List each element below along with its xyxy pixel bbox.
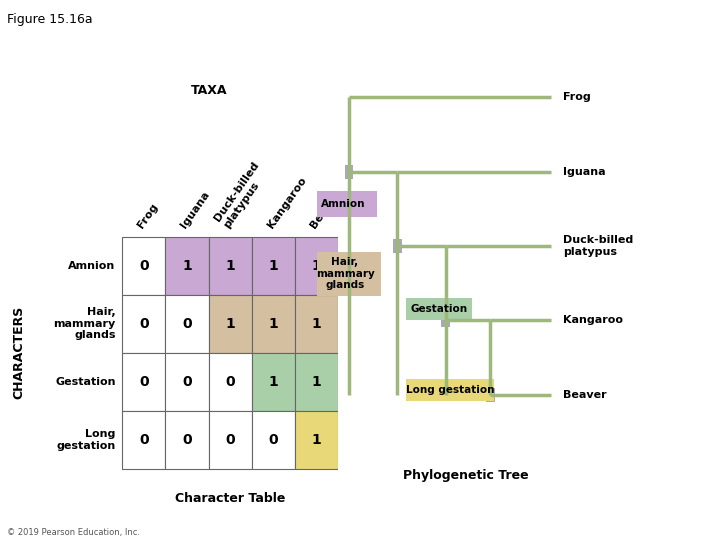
Text: 0: 0 <box>139 433 148 447</box>
Bar <box>209 353 252 411</box>
Bar <box>309 252 382 296</box>
Text: Iguana: Iguana <box>563 167 606 177</box>
Text: Phylogenetic Tree: Phylogenetic Tree <box>403 469 528 482</box>
Text: Frog: Frog <box>135 201 160 230</box>
Text: Gestation: Gestation <box>55 377 116 387</box>
Text: Figure 15.16a: Figure 15.16a <box>7 14 93 26</box>
Text: 0: 0 <box>139 259 148 273</box>
Text: Beaver: Beaver <box>563 390 606 400</box>
Text: 1: 1 <box>312 317 322 331</box>
Bar <box>486 388 495 402</box>
Text: 1: 1 <box>269 317 279 331</box>
Text: 1: 1 <box>182 259 192 273</box>
Text: Duck-billed
platypus: Duck-billed platypus <box>212 160 271 230</box>
Text: 0: 0 <box>182 433 192 447</box>
Text: Long
gestation: Long gestation <box>56 429 116 451</box>
Text: © 2019 Pearson Education, Inc.: © 2019 Pearson Education, Inc. <box>7 528 140 537</box>
Bar <box>166 411 209 469</box>
Bar <box>441 313 450 327</box>
Text: Iguana: Iguana <box>179 189 212 230</box>
Bar <box>295 237 338 295</box>
Bar <box>122 353 166 411</box>
Text: 0: 0 <box>182 375 192 389</box>
Text: Duck-billed
platypus: Duck-billed platypus <box>563 235 633 257</box>
Text: Kangaroo: Kangaroo <box>563 315 623 325</box>
Text: 0: 0 <box>225 375 235 389</box>
Text: 0: 0 <box>182 317 192 331</box>
Text: Hair,
mammary
glands: Hair, mammary glands <box>53 307 116 340</box>
Text: 1: 1 <box>269 375 279 389</box>
Text: 0: 0 <box>269 433 279 447</box>
Text: 1: 1 <box>312 259 322 273</box>
Text: Gestation: Gestation <box>410 303 467 314</box>
Bar <box>122 411 166 469</box>
Bar <box>209 295 252 353</box>
Bar <box>345 165 354 179</box>
Bar <box>405 298 472 320</box>
Text: Amnion: Amnion <box>68 261 116 271</box>
Text: Beaver: Beaver <box>309 188 342 230</box>
Bar <box>166 295 209 353</box>
Text: Long gestation: Long gestation <box>405 385 494 395</box>
Bar <box>295 411 338 469</box>
Bar <box>122 295 166 353</box>
Text: 1: 1 <box>312 433 322 447</box>
Bar <box>209 237 252 295</box>
Text: CHARACTERS: CHARACTERS <box>12 306 25 400</box>
Text: 0: 0 <box>139 317 148 331</box>
Bar <box>295 353 338 411</box>
Bar <box>295 295 338 353</box>
Text: 0: 0 <box>225 433 235 447</box>
Bar <box>252 353 295 411</box>
Bar <box>309 192 377 217</box>
Text: Character Table: Character Table <box>175 492 285 505</box>
Text: 1: 1 <box>269 259 279 273</box>
Bar <box>209 411 252 469</box>
Bar <box>252 411 295 469</box>
Text: 1: 1 <box>312 375 322 389</box>
Text: TAXA: TAXA <box>190 84 227 97</box>
Bar <box>405 379 494 401</box>
Bar <box>166 237 209 295</box>
Text: 0: 0 <box>139 375 148 389</box>
Bar <box>122 237 166 295</box>
Text: Kangaroo: Kangaroo <box>266 175 308 230</box>
Text: Frog: Frog <box>563 92 590 103</box>
Text: 1: 1 <box>225 317 235 331</box>
Text: 1: 1 <box>225 259 235 273</box>
Bar <box>252 237 295 295</box>
Bar <box>166 353 209 411</box>
Text: Amnion: Amnion <box>320 199 365 209</box>
Text: Hair,
mammary
glands: Hair, mammary glands <box>315 257 374 291</box>
Bar <box>393 239 402 253</box>
Bar <box>252 295 295 353</box>
